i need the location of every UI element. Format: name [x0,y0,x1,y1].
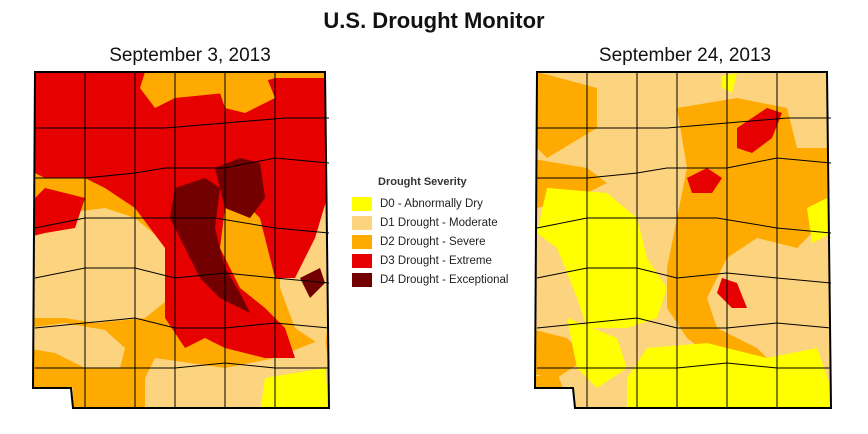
d1-moderate-region [33,323,125,368]
d0-abnormally-dry-region [537,188,667,328]
legend-item: D2 Drought - Severe [352,232,532,251]
legend-item: D3 Drought - Extreme [352,251,532,270]
legend-label: D1 Drought - Moderate [380,216,498,229]
d0-abnormally-dry-region [33,393,73,408]
d0-abnormally-dry-region [260,368,329,408]
d0-abnormally-dry-region [722,73,737,93]
left-map-date: September 3, 2013 [109,45,271,66]
d2-severe-region [215,73,275,113]
d2-severe-region [537,72,597,158]
left-drought-map [31,71,331,409]
drought-legend: Drought Severity D0 - Abnormally Dry D1 D… [352,176,532,289]
legend-label: D3 Drought - Extreme [380,254,492,267]
d3-extreme-region [687,168,722,193]
legend-swatch [352,272,372,287]
d2-severe-region [140,72,175,108]
state-outline [31,71,331,409]
right-drought-map [533,71,833,409]
d1-moderate-region [33,208,170,323]
legend-item: D4 Drought - Exceptional [352,270,532,289]
d3-extreme-region [717,278,747,308]
d3-extreme-region [33,188,85,238]
state-outline [533,71,833,409]
d2-severe-region [667,98,827,368]
county-borders [536,72,832,408]
county-borders [34,72,330,408]
legend-item: D0 - Abnormally Dry [352,194,532,213]
legend-label: D4 Drought - Exceptional [380,273,509,286]
d2-severe-region [535,328,587,378]
d1-moderate-region [535,388,575,408]
d0-abnormally-dry-region [627,343,831,408]
legend-swatch [352,215,372,230]
d0-abnormally-dry-region [567,318,627,388]
d1-moderate-region [33,388,73,408]
legend-label: D2 Drought - Severe [380,235,486,248]
legend-swatch [352,253,372,268]
d4-exceptional-region [300,268,325,298]
d4-exceptional-region [215,158,265,218]
d4-exceptional-region [170,178,250,313]
legend-swatch [352,234,372,249]
right-map-date: September 24, 2013 [598,45,772,66]
page-title: U.S. Drought Monitor [323,8,545,33]
legend-title: Drought Severity [378,176,467,188]
legend-swatch [352,196,372,211]
legend-item: D1 Drought - Moderate [352,213,532,232]
legend-label: D0 - Abnormally Dry [380,197,483,210]
